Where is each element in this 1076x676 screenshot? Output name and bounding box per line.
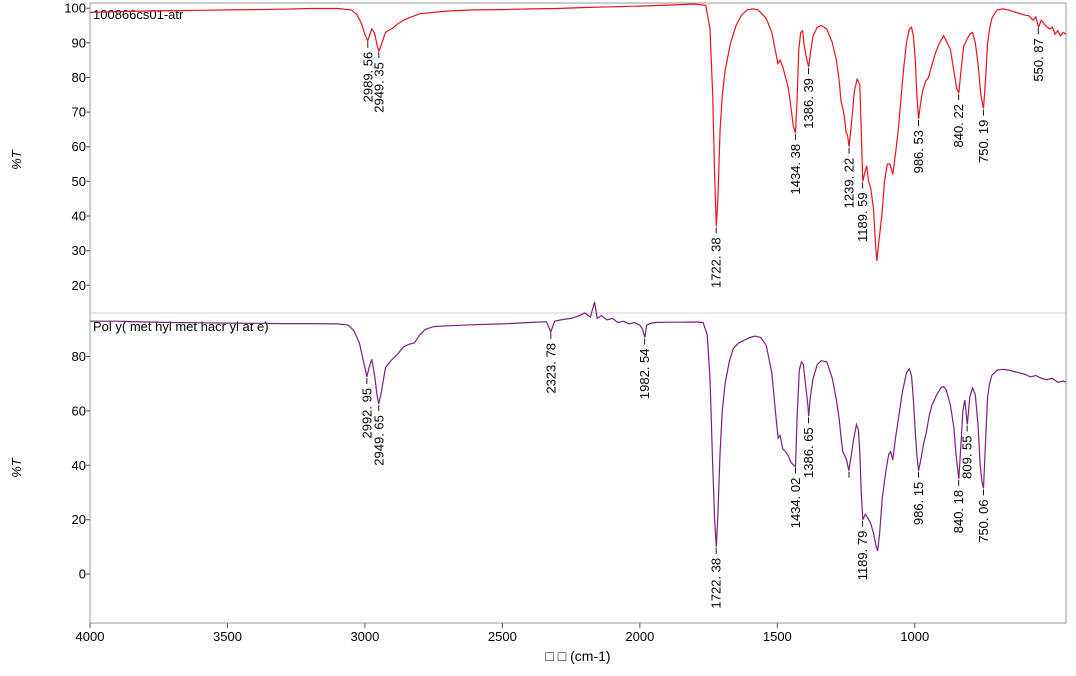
- x-tick-label: 2500: [488, 629, 517, 644]
- x-tick-label: 4000: [76, 629, 105, 644]
- top-panel-title: 100866cs01-atr: [93, 7, 184, 22]
- peak-label: 809. 55: [960, 435, 975, 478]
- peak-label: 2323. 78: [543, 343, 558, 394]
- y-tick-label: 0: [79, 567, 86, 582]
- peak-label: 2989. 56: [360, 52, 375, 103]
- peak-label: 2992. 95: [359, 388, 374, 439]
- y-tick-label: 40: [72, 458, 86, 473]
- y-tick-label: 20: [72, 278, 86, 293]
- x-tick-label: 1000: [900, 629, 929, 644]
- peak-label: 750. 06: [976, 499, 991, 542]
- peak-label: 986. 15: [911, 482, 926, 525]
- peak-label: 1982. 54: [637, 348, 652, 399]
- y-tick-label: 80: [72, 349, 86, 364]
- peak-label: 1434. 02: [788, 478, 803, 529]
- peak-label: 1239. 22: [842, 158, 857, 209]
- peak-label: 1189. 79: [855, 531, 870, 581]
- peak-label: 550. 87: [1031, 38, 1046, 81]
- x-tick-label: 2000: [625, 629, 654, 644]
- peak-label: 840. 18: [951, 490, 966, 533]
- peak-label: 1189. 59: [855, 192, 870, 242]
- peak-label: 750. 19: [976, 120, 991, 163]
- y-tick-label: 50: [72, 174, 86, 189]
- peak-label: 1722. 38: [709, 558, 724, 609]
- peak-label: 1434. 38: [788, 144, 803, 195]
- peak-label: 2949. 65: [371, 415, 386, 466]
- y-tick-label: 80: [72, 70, 86, 85]
- y-tick-label: 70: [72, 105, 86, 120]
- y-tick-label: 40: [72, 209, 86, 224]
- peak-label: 840. 22: [951, 104, 966, 147]
- y-tick-label: 60: [72, 139, 86, 154]
- y-tick-label: 60: [72, 403, 86, 418]
- y-tick-label: 90: [72, 35, 86, 50]
- x-tick-label: 1500: [763, 629, 792, 644]
- sample-spectrum-line: [89, 3, 1067, 262]
- peak-label: 2949. 35: [371, 62, 386, 113]
- top-panel-ylabel: %T: [9, 149, 24, 170]
- peak-label: 1386. 39: [801, 78, 816, 129]
- axis-ticks-layer: 4000 3500 3000 2500 2000 1500 1000203040506070…: [64, 1, 929, 644]
- y-tick-label: 20: [72, 512, 86, 527]
- peak-label: 986. 53: [911, 130, 926, 173]
- reference-spectrum-line: [90, 301, 1067, 552]
- y-tick-label: 30: [72, 243, 86, 258]
- bottom-panel-ylabel: %T: [9, 457, 24, 478]
- peak-label: 1386. 65: [801, 427, 816, 478]
- y-tick-label: 100: [64, 1, 86, 16]
- spectrum-curves-layer: [89, 3, 1067, 552]
- x-tick-label: 3500: [213, 629, 242, 644]
- x-axis-label: □ □ (cm-1): [545, 648, 610, 664]
- peak-label: 1722. 38: [709, 237, 724, 288]
- x-tick-label: 3000: [350, 629, 379, 644]
